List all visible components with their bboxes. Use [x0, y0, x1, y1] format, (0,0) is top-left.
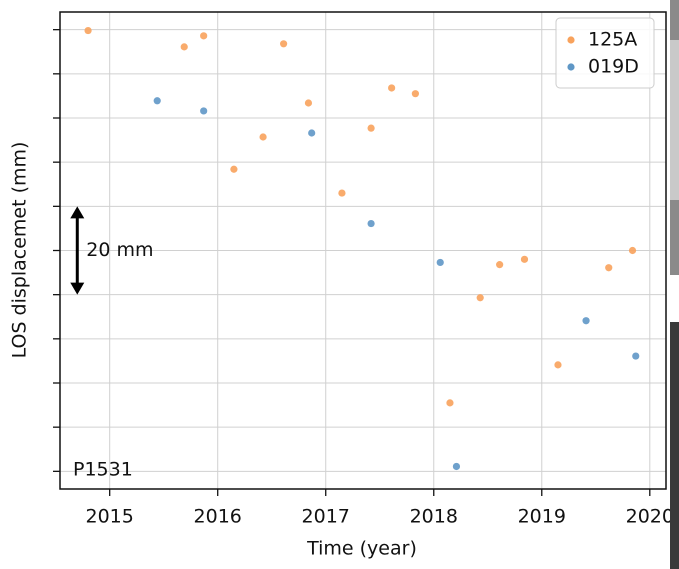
x-tick-label: 2016: [194, 506, 242, 528]
point: [388, 84, 395, 91]
point: [632, 352, 639, 359]
point: [629, 247, 636, 254]
point: [338, 189, 345, 196]
point: [554, 361, 561, 368]
point: [521, 256, 528, 263]
legend-marker: [567, 63, 574, 70]
point: [305, 99, 312, 106]
point: [446, 399, 453, 406]
arrow-head: [70, 283, 84, 295]
y-axis-label: LOS displacemet (mm): [9, 142, 31, 359]
point: [582, 317, 589, 324]
point: [280, 40, 287, 47]
point: [308, 129, 315, 136]
x-tick-label: 2019: [518, 506, 566, 528]
x-tick-label: 2015: [86, 506, 134, 528]
arrow-head: [70, 206, 84, 218]
annotation: P1531: [73, 459, 133, 481]
photo-edge: [670, 40, 679, 200]
x-axis-label: Time (year): [306, 538, 417, 560]
scale-bar-label: 20 mm: [86, 239, 153, 261]
point: [154, 97, 161, 104]
point: [412, 90, 419, 97]
point: [259, 133, 266, 140]
point: [181, 43, 188, 50]
point: [477, 294, 484, 301]
point: [200, 107, 207, 114]
point: [453, 463, 460, 470]
point: [200, 32, 207, 39]
point: [84, 27, 91, 34]
x-tick-label: 2020: [626, 506, 674, 528]
x-tick-label: 2017: [302, 506, 350, 528]
point: [230, 166, 237, 173]
chart: Time (year) LOS displacemet (mm) 2015 201…: [0, 0, 679, 569]
point: [496, 261, 503, 268]
point: [368, 220, 375, 227]
point: [368, 125, 375, 132]
x-tick-label: 2018: [410, 506, 458, 528]
point: [437, 259, 444, 266]
legend-marker: [567, 36, 574, 43]
legend-label: 125A: [588, 29, 637, 51]
legend-label: 019D: [588, 56, 639, 78]
photo-edge: [670, 322, 679, 569]
point: [605, 264, 612, 271]
